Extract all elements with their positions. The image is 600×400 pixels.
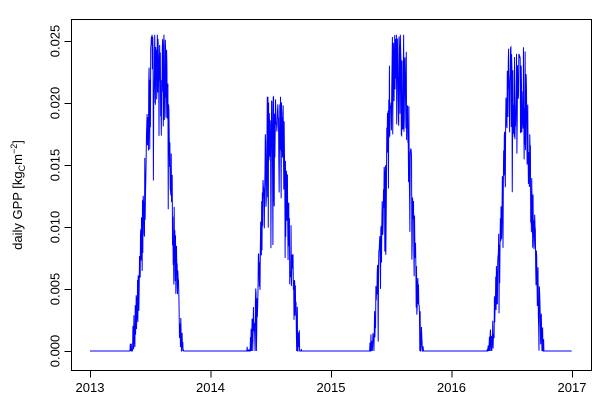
y-axis-title-tail: ]	[10, 140, 25, 144]
svg-text:daily GPP [kgCm−2]: daily GPP [kgCm−2]	[9, 140, 27, 250]
y-axis-title-main: daily GPP [kg	[10, 171, 25, 250]
y-axis-title-sub: C	[17, 164, 27, 171]
x-tick-label: 2013	[76, 380, 105, 395]
y-tick-label: 0.010	[47, 211, 62, 244]
y-tick-label: 0.005	[47, 273, 62, 306]
x-tick-label: 2014	[196, 380, 225, 395]
y-tick-label: 0.025	[47, 25, 62, 58]
gpp-data-line	[90, 34, 572, 352]
y-tick-label: 0.020	[47, 87, 62, 120]
y-tick-label: 0.015	[47, 149, 62, 182]
y-tick-label: 0.000	[47, 335, 62, 368]
y-axis-ticks: 0.000 0.005 0.010 0.015 0.020 0.025	[47, 25, 72, 368]
y-axis-title-mid: m	[10, 154, 25, 165]
x-tick-label: 2015	[317, 380, 346, 395]
x-tick-label: 2016	[437, 380, 466, 395]
x-tick-label: 2017	[558, 380, 587, 395]
x-axis-ticks: 2013 2014 2015 2016 2017	[76, 370, 587, 395]
y-axis-title-sup: −2	[9, 144, 19, 154]
y-axis-title: daily GPP [kgCm−2]	[9, 140, 27, 250]
